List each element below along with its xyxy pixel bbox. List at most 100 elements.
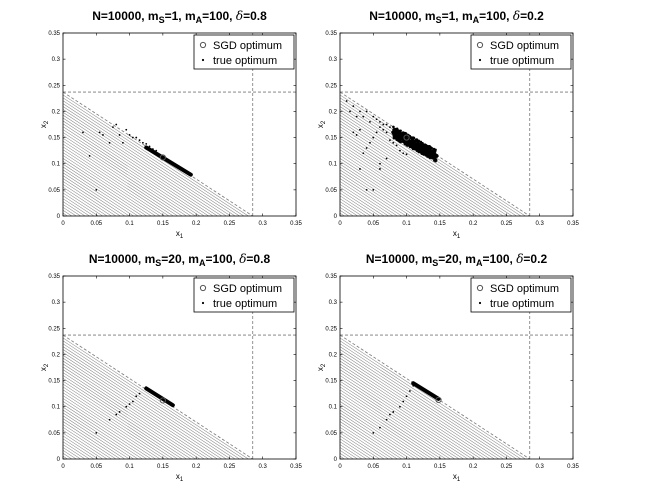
- contour-line: [63, 123, 205, 216]
- contour-line: [340, 135, 464, 216]
- contour-line: [340, 398, 433, 459]
- legend-sgd-marker: [199, 284, 207, 292]
- contour-line: [340, 375, 469, 459]
- contour-line: [340, 112, 499, 216]
- contour-line: [340, 175, 402, 216]
- sgd-point: [402, 400, 405, 403]
- legend-entry-sgd: SGD optimum: [213, 40, 282, 52]
- sgd-point: [379, 126, 381, 129]
- contour-line: [63, 401, 152, 459]
- x-tick-label: 0.35: [567, 464, 579, 470]
- sgd-point: [375, 118, 378, 121]
- sgd-point: [426, 155, 429, 158]
- contour-line: [63, 398, 156, 459]
- contour-line: [63, 372, 196, 459]
- contour-line: [63, 169, 134, 216]
- legend-true-marker: [478, 301, 482, 305]
- sgd-point: [425, 153, 428, 156]
- y-tick-label: 0.35: [48, 274, 60, 280]
- y-tick-label: 0.1: [329, 162, 338, 168]
- contour-line: [63, 132, 192, 216]
- y-tick-label: 0.15: [325, 136, 337, 142]
- y-tick-label: 0.05: [325, 188, 337, 194]
- sgd-path: [411, 381, 441, 401]
- contour-line: [63, 97, 245, 216]
- contour-line: [340, 172, 407, 216]
- y-tick-label: 0.3: [52, 300, 61, 306]
- x-axis-label: x1: [453, 229, 461, 240]
- contour-line: [63, 453, 72, 459]
- sgd-point: [412, 147, 415, 149]
- sgd-point: [396, 135, 399, 138]
- y-tick-label: 0: [57, 214, 61, 220]
- contour-line: [340, 386, 451, 459]
- y-tick-label: 0.25: [48, 326, 60, 332]
- legend-true-marker: [201, 301, 205, 305]
- contour-line: [340, 392, 442, 459]
- contour-line: [63, 421, 121, 459]
- contour-line: [63, 383, 178, 459]
- contour-line: [63, 186, 108, 216]
- contour-line: [340, 120, 486, 216]
- contour-line: [63, 175, 125, 216]
- contour-line: [340, 412, 411, 459]
- contour-line: [340, 103, 513, 216]
- contour-line: [340, 186, 385, 216]
- contour-line: [63, 172, 130, 216]
- contour-line: [340, 207, 354, 216]
- contour-line: [340, 100, 517, 216]
- sgd-point: [433, 150, 436, 154]
- y-tick-label: 0: [57, 457, 61, 463]
- sgd-path: [144, 145, 193, 177]
- sgd-point: [369, 120, 371, 123]
- contour-line: [63, 146, 170, 216]
- legend-box: [470, 34, 572, 70]
- sgd-point: [362, 115, 365, 118]
- contour-line: [340, 438, 372, 459]
- contour-line: [340, 212, 345, 216]
- contour-line: [63, 155, 156, 216]
- x-tick-label: 0.25: [501, 464, 513, 470]
- contour-line: [340, 184, 389, 216]
- contour-line: [340, 343, 517, 459]
- sgd-point: [418, 149, 421, 152]
- sgd-point: [395, 131, 398, 134]
- sgd-point: [411, 145, 414, 148]
- contour-line: [340, 427, 389, 459]
- y-axis-label: x2: [316, 120, 327, 128]
- panel-3: 0 0.05 0.1 0.15 0.2 0.25 0.3 0.35 0 0.05 0.1 0.15 0.…: [39, 252, 302, 483]
- chart-title: N=10000, mS=1, mA=100, δ=0.2: [369, 9, 544, 25]
- legend: SGD optimum true optimum: [470, 34, 572, 70]
- x-tick-label: 0.3: [536, 221, 545, 227]
- contour-line: [63, 207, 77, 216]
- legend-entry-sgd: SGD optimum: [490, 40, 559, 52]
- contour-line: [63, 161, 147, 216]
- sgd-point: [372, 431, 375, 434]
- true-optimum-marker: [159, 154, 166, 161]
- contour-line: [340, 189, 380, 216]
- contour-line: [63, 438, 95, 459]
- contour-line: [63, 424, 117, 459]
- contour-line: [63, 346, 236, 459]
- contour-line: [63, 210, 72, 216]
- contour-line: [63, 114, 218, 216]
- contour-line: [340, 380, 460, 459]
- sgd-point: [355, 115, 358, 118]
- y-tick-label: 0.25: [325, 83, 337, 89]
- sgd-point: [415, 143, 419, 147]
- constraint-line: [63, 334, 253, 459]
- contour-line: [340, 340, 522, 459]
- x-tick-label: 0.1: [402, 221, 411, 227]
- contour-line: [340, 114, 495, 216]
- sgd-point: [431, 156, 435, 160]
- axes-box: [339, 32, 574, 217]
- true-optimum-marker: [435, 396, 442, 404]
- contour-line: [63, 192, 99, 216]
- sgd-point: [95, 188, 98, 191]
- y-tick-label: 0.3: [329, 300, 338, 306]
- contour-line: [340, 181, 394, 216]
- contour-line: [340, 432, 380, 459]
- sgd-point: [349, 110, 351, 113]
- x-tick-label: 0.35: [290, 464, 302, 470]
- sgd-point: [115, 413, 118, 416]
